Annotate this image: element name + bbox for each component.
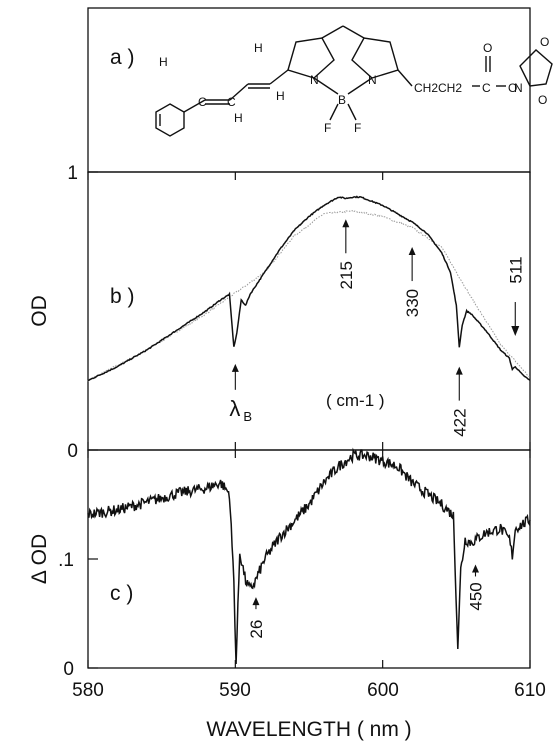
panel-b-reference-line (87, 209, 531, 382)
n-b-bond-2 (347, 77, 373, 95)
atom-b: B (338, 93, 346, 107)
b-f-bond-2 (347, 103, 357, 121)
panel-b-ytick-label-1: 1 (67, 163, 78, 184)
atom-h-2: H (254, 41, 263, 55)
atom-h-1: H (159, 55, 168, 69)
molecular-structure: H H C C H H B N N F F CH2CH2 C O O N O O (155, 25, 553, 137)
panel-b-ylabel: OD (28, 295, 51, 327)
panel-c-tag: c ) (110, 582, 133, 605)
atom-h-3: H (234, 111, 243, 125)
bond-vinyl-2 (229, 83, 249, 101)
panel-c-ytick-label-point1: .1 (58, 550, 74, 571)
panel-b-series (87, 195, 531, 382)
bond-ph-vinyl (183, 99, 206, 113)
annotations: 215 330 511 422 λ B 26 450 (229, 219, 525, 639)
b-f-bond-1 (329, 103, 339, 121)
panel-c-ytick-label-0: 0 (63, 659, 74, 680)
atom-o-4: O (538, 93, 547, 107)
group-ch2ch2: CH2CH2 (414, 81, 462, 95)
atom-c-2: C (227, 95, 236, 109)
panel-b-ytick-label-0: 0 (67, 441, 78, 462)
panel-b-frame (87, 171, 531, 451)
atom-n-1: N (310, 73, 319, 87)
panel-c-annotation-0-label: 26 (247, 620, 266, 639)
x-axis-ticks (87, 172, 531, 668)
atom-o-2: O (508, 81, 517, 95)
panel-a-frame (87, 7, 531, 173)
panel-b-annotation-1-label: 330 (403, 289, 422, 317)
panel-c-annotation-1-label: 450 (466, 582, 485, 610)
atom-c-3: C (482, 81, 491, 95)
succinimide-ring (519, 49, 553, 87)
atom-f-2: F (354, 121, 361, 135)
right-pyrrole (351, 37, 399, 79)
atom-n-3: N (514, 81, 523, 95)
bond-to-pyrrole (269, 69, 289, 85)
panel-b-annotation-0-arrow-head (342, 219, 350, 228)
panel-b-annotation-2-label: 511 (506, 256, 525, 283)
panel-c-annotation-0-arrow-head (252, 597, 260, 606)
panel-b-annotation-2-arrow-head (511, 326, 520, 337)
meso-bond-1 (321, 25, 344, 39)
atom-h-4: H (276, 89, 285, 103)
panel-b-annotation-4-label: λ (229, 396, 240, 421)
panel-c-annotation-1-arrow-head (471, 564, 479, 573)
left-pyrrole (287, 37, 335, 79)
panel-b-annotation-0-label: 215 (337, 261, 356, 289)
x-tick-label-600: 600 (367, 680, 399, 701)
atom-c-1: C (198, 95, 207, 109)
panel-b-measured-line (87, 195, 531, 382)
atom-o-3: O (540, 35, 549, 49)
x-axis-title: WAVELENGTH ( nm ) (206, 718, 411, 741)
bond-side-chain (397, 69, 413, 87)
x-tick-label-610: 610 (514, 680, 546, 701)
panel-c-difference-line (87, 447, 531, 665)
panel-a-tag: a ) (110, 46, 135, 69)
panel-c-ylabel: Δ OD (28, 534, 51, 584)
panel-b-annotation-3-label: 422 (450, 408, 469, 436)
x-tick-label-580: 580 (72, 680, 104, 701)
panel-c-series (87, 447, 531, 665)
panel-b-unit-note: ( cm-1 ) (326, 391, 385, 410)
panel-c-frame (87, 449, 531, 669)
x-tick-label-590: 590 (219, 680, 251, 701)
panel-b-annotation-1-arrow-head (408, 247, 416, 256)
atom-f-1: F (324, 121, 331, 135)
meso-bond-2 (342, 25, 365, 39)
atom-n-2: N (368, 73, 377, 87)
panel-b-annotation-3-arrow-head (455, 366, 463, 375)
atom-o-1: O (483, 41, 492, 55)
panel-b-annotation-4-subscript: B (243, 409, 252, 424)
n-b-bond-1 (313, 77, 339, 95)
panel-b-tag: b ) (110, 285, 135, 308)
panel-b-annotation-4-arrow-head (231, 363, 239, 372)
